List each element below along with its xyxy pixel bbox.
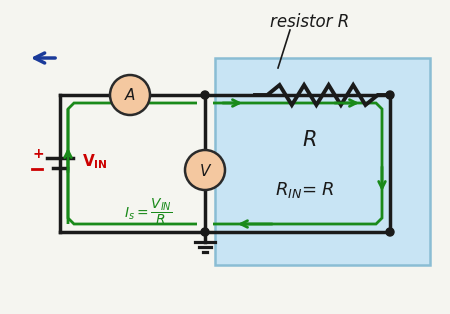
Bar [215, 58, 430, 265]
Text: V: V [200, 164, 210, 178]
Circle shape [386, 91, 394, 99]
Circle shape [185, 150, 225, 190]
Text: $\mathbf{V_{IN}}$: $\mathbf{V_{IN}}$ [82, 153, 108, 171]
Text: +: + [32, 147, 44, 161]
Text: resistor R: resistor R [270, 13, 350, 31]
Text: $R_{IN}$= R: $R_{IN}$= R [275, 180, 335, 200]
Text: R: R [303, 130, 317, 150]
Text: A: A [125, 89, 135, 104]
Circle shape [386, 228, 394, 236]
Text: $I_s = \dfrac{V_{IN}}{R}$: $I_s = \dfrac{V_{IN}}{R}$ [124, 197, 172, 227]
Circle shape [201, 228, 209, 236]
Circle shape [110, 75, 150, 115]
Circle shape [201, 91, 209, 99]
